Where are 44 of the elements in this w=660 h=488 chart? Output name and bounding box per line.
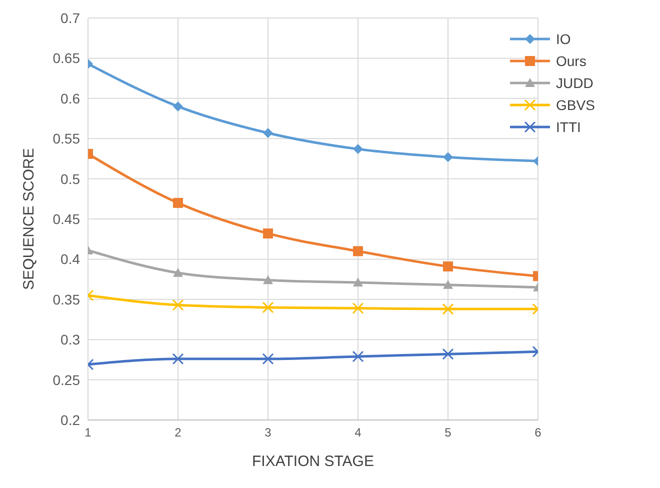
- x-tick-label: 5: [444, 426, 452, 440]
- point: [352, 350, 364, 362]
- y-tick-label: 0.6: [60, 90, 80, 106]
- point: [443, 152, 453, 162]
- point: [263, 128, 273, 138]
- point: [173, 268, 183, 277]
- x-tick-label: 4: [354, 426, 362, 440]
- y-tick-label: 0.35: [52, 291, 80, 308]
- y-tick-label: 0.3: [60, 332, 80, 348]
- point: [263, 228, 273, 238]
- legend-label: GBVS: [556, 97, 595, 113]
- y-tick-label: 0.25: [52, 372, 80, 388]
- point: [262, 302, 274, 314]
- point: [442, 348, 454, 360]
- point: [352, 302, 364, 314]
- legend-label: Ours: [556, 53, 586, 69]
- x-tick-label: 6: [534, 426, 542, 440]
- x-tick-label: 1: [84, 426, 92, 440]
- point: [263, 275, 273, 284]
- x-axis-title: FIXATION STAGE: [252, 453, 374, 470]
- y-axis-title: SEQUENCE SCORE: [20, 148, 38, 290]
- y-tick-label: 0.65: [52, 50, 80, 66]
- y-tick-label: 0.55: [52, 130, 80, 147]
- y-tick-label: 0.2: [60, 412, 80, 428]
- point: [172, 299, 184, 311]
- x-tick-label: 3: [264, 426, 272, 440]
- y-tick-label: 0.5: [60, 170, 80, 187]
- legend-label: IO: [556, 31, 571, 47]
- point: [262, 353, 274, 365]
- y-tick-label: 0.45: [52, 210, 80, 227]
- point: [443, 280, 453, 289]
- point: [353, 246, 363, 256]
- point: [353, 144, 363, 154]
- legend-label: ITTI: [556, 119, 581, 135]
- point: [173, 101, 183, 112]
- x-tick-label: 2: [174, 426, 182, 440]
- point: [172, 353, 184, 365]
- point: [353, 278, 363, 287]
- legend-label: JUDD: [556, 75, 594, 91]
- point: [442, 303, 454, 315]
- point: [443, 261, 453, 272]
- y-tick-label: 0.7: [60, 10, 80, 26]
- point: [173, 198, 183, 208]
- y-tick-label: 0.4: [60, 251, 80, 268]
